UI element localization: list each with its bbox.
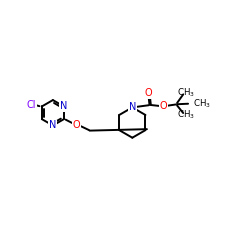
Text: CH$_3$: CH$_3$ <box>177 109 194 121</box>
Text: CH$_3$: CH$_3$ <box>177 86 194 99</box>
Text: Cl: Cl <box>26 100 36 110</box>
Text: O: O <box>160 101 168 111</box>
Text: N: N <box>129 102 136 113</box>
Text: N: N <box>49 120 56 130</box>
Text: CH$_3$: CH$_3$ <box>194 98 211 110</box>
Text: N: N <box>60 102 68 112</box>
Text: O: O <box>72 120 80 130</box>
Text: O: O <box>144 88 152 98</box>
